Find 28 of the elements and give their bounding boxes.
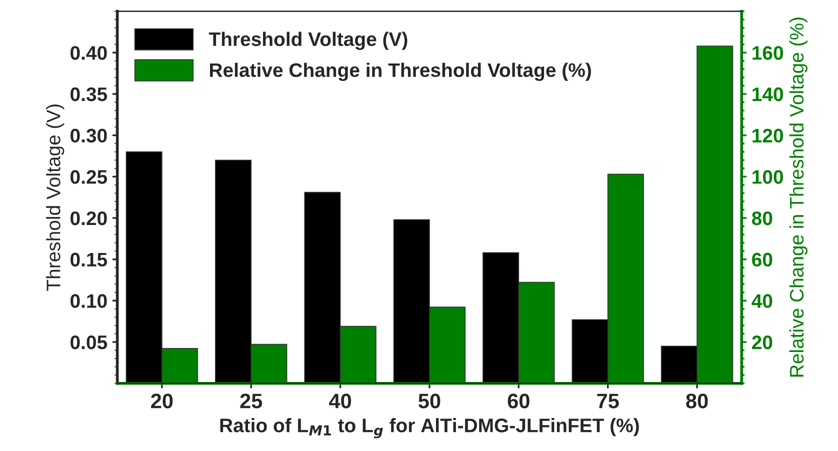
y-tick-label: 0.40 <box>70 46 107 60</box>
y2-tick-label: 100 <box>752 170 783 184</box>
y2-tick-label: 120 <box>752 128 783 143</box>
y-tick-label: 0.05 <box>70 335 108 350</box>
y-axis-title: Threshold Voltage (V) <box>46 104 64 291</box>
y2-tick-label: 40 <box>752 294 772 308</box>
y-tick-label: 0.20 <box>70 211 107 226</box>
y-tick-label: 0.35 <box>70 87 108 102</box>
y2-tick-label: 80 <box>752 211 772 226</box>
y2-tick-label: 140 <box>752 87 783 102</box>
x-tick-label: 75 <box>597 394 619 408</box>
x-axis-title: Ratio of L$_{M1}$ to L$_{g}$ for AlTi-DMG-JLFinFET (%) <box>220 418 639 438</box>
y2-tick-label: 60 <box>752 252 772 267</box>
x-tick-label: 60 <box>508 394 530 408</box>
x-tick-label: 40 <box>329 394 352 408</box>
legend-label: Threshold Voltage (V) <box>208 32 408 50</box>
x-tick-label: 80 <box>686 394 708 408</box>
x-tick-label: 25 <box>240 394 262 408</box>
x-tick-label: 50 <box>418 394 440 408</box>
y-tick-label: 0.25 <box>70 170 108 184</box>
legend-label: Relative Change in Threshold Voltage (%) <box>210 62 591 81</box>
x-tick-label: 20 <box>151 394 173 408</box>
y-tick-label: 0.10 <box>70 294 107 308</box>
y-tick-label: 0.15 <box>70 252 108 267</box>
y2-tick-label: 160 <box>752 46 783 60</box>
y2-axis-title: Relative Change in Threshold Voltage (%) <box>789 18 808 377</box>
y2-tick-label: 20 <box>752 335 772 350</box>
y-tick-label: 0.30 <box>70 128 107 143</box>
